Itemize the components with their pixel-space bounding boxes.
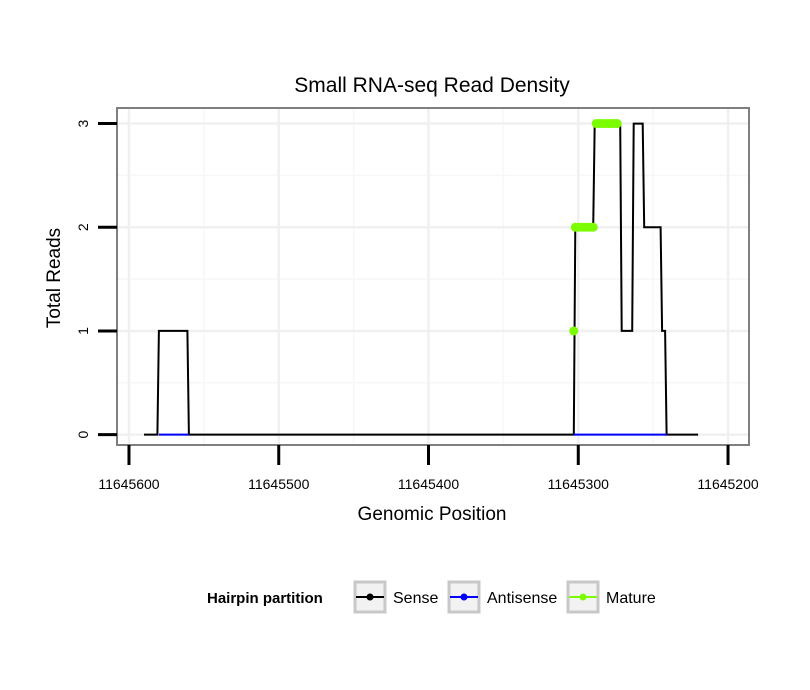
- legend-title: Hairpin partition: [207, 590, 323, 607]
- plot-panel: [117, 108, 749, 445]
- legend: Hairpin partition Sense Antisense Mature: [207, 580, 656, 614]
- x-tick-label: 11645300: [548, 476, 609, 492]
- x-axis-label: Genomic Position: [358, 504, 507, 525]
- x-tick-label: 11645200: [697, 476, 758, 492]
- y-tick-label: 2: [75, 223, 91, 231]
- y-axis: 0 1 2 3: [75, 119, 117, 439]
- series-line-sense: [144, 122, 699, 436]
- y-tick-label: 3: [75, 119, 91, 127]
- legend-dot-mature: [579, 593, 587, 601]
- chart-title: Small RNA-seq Read Density: [294, 74, 570, 97]
- y-tick-label: 1: [75, 327, 91, 335]
- series-point-mature: [569, 326, 579, 336]
- x-tick-label: 11645400: [398, 476, 459, 492]
- series-point-mature: [612, 119, 622, 129]
- series-point-mature: [588, 222, 598, 232]
- series-layer: [144, 119, 699, 436]
- legend-label-sense: Sense: [393, 590, 438, 607]
- legend-entry-sense: Sense: [353, 580, 438, 614]
- legend-dot-sense: [366, 593, 374, 601]
- legend-entry-antisense: Antisense: [447, 580, 557, 614]
- y-axis-label: Total Reads: [44, 228, 65, 328]
- legend-label-mature: Mature: [606, 590, 656, 607]
- y-tick-label: 0: [75, 431, 91, 439]
- legend-entry-mature: Mature: [566, 580, 656, 614]
- plot-border: [116, 107, 750, 446]
- legend-dot-antisense: [460, 593, 468, 601]
- x-tick-label: 11645600: [98, 476, 159, 492]
- x-axis: 11645600 11645500 11645400 11645300 11645200: [98, 445, 759, 492]
- legend-label-antisense: Antisense: [487, 590, 557, 607]
- x-tick-label: 11645500: [248, 476, 309, 492]
